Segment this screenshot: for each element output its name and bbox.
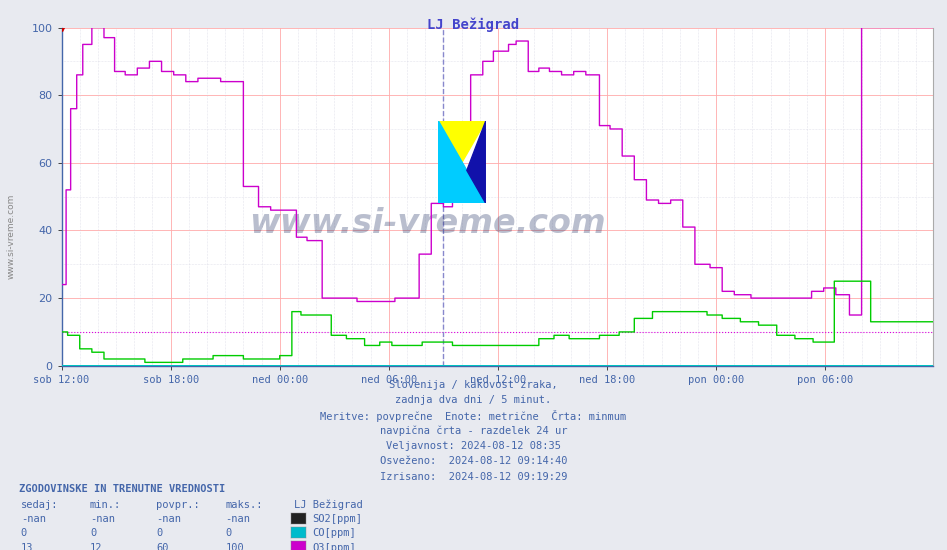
Text: 60: 60: [156, 542, 169, 550]
Text: Meritve: povprečne  Enote: metrične  Črta: minmum: Meritve: povprečne Enote: metrične Črta:…: [320, 410, 627, 422]
Text: 100: 100: [225, 542, 244, 550]
Text: -nan: -nan: [156, 514, 181, 524]
Text: ZGODOVINSKE IN TRENUTNE VREDNOSTI: ZGODOVINSKE IN TRENUTNE VREDNOSTI: [19, 484, 225, 494]
Text: sedaj:: sedaj:: [21, 499, 59, 510]
Text: SO2[ppm]: SO2[ppm]: [313, 514, 363, 524]
Text: -nan: -nan: [90, 514, 115, 524]
Polygon shape: [467, 121, 486, 204]
Text: -nan: -nan: [225, 514, 250, 524]
Text: www.si-vreme.com: www.si-vreme.com: [249, 207, 606, 240]
Polygon shape: [438, 121, 486, 204]
Text: Veljavnost: 2024-08-12 08:35: Veljavnost: 2024-08-12 08:35: [386, 441, 561, 451]
Text: Izrisano:  2024-08-12 09:19:29: Izrisano: 2024-08-12 09:19:29: [380, 472, 567, 482]
Text: 0: 0: [156, 528, 163, 538]
Text: maks.:: maks.:: [225, 499, 263, 510]
Text: www.si-vreme.com: www.si-vreme.com: [7, 194, 16, 279]
Text: navpična črta - razdelek 24 ur: navpična črta - razdelek 24 ur: [380, 426, 567, 436]
Text: CO[ppm]: CO[ppm]: [313, 528, 356, 538]
Text: min.:: min.:: [90, 499, 121, 510]
Text: -nan: -nan: [21, 514, 45, 524]
Text: LJ Bežigrad: LJ Bežigrad: [427, 18, 520, 32]
Text: povpr.:: povpr.:: [156, 499, 200, 510]
Text: Slovenija / kakovost zraka,: Slovenija / kakovost zraka,: [389, 379, 558, 389]
Text: O3[ppm]: O3[ppm]: [313, 542, 356, 550]
Text: 13: 13: [21, 542, 33, 550]
Text: 12: 12: [90, 542, 102, 550]
Text: 0: 0: [21, 528, 27, 538]
Text: 0: 0: [225, 528, 232, 538]
Text: 0: 0: [90, 528, 97, 538]
Text: Osveženo:  2024-08-12 09:14:40: Osveženo: 2024-08-12 09:14:40: [380, 456, 567, 466]
Polygon shape: [438, 121, 486, 204]
Text: zadnja dva dni / 5 minut.: zadnja dva dni / 5 minut.: [396, 395, 551, 405]
Text: LJ Bežigrad: LJ Bežigrad: [294, 499, 363, 510]
